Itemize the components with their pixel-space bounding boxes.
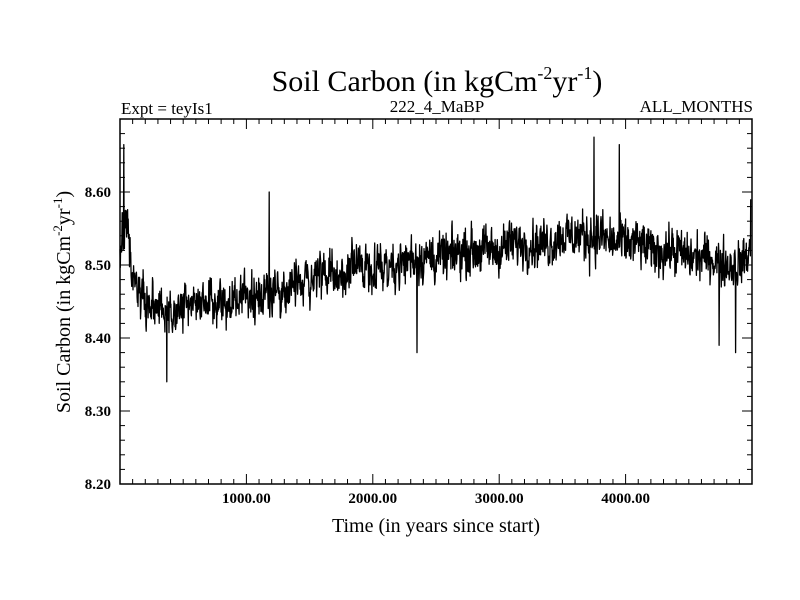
x-axis-ticks	[132, 119, 740, 484]
x-tick-label-1000: 1000.00	[222, 491, 271, 507]
series-line-soil-carbon	[119, 136, 752, 383]
y-tick-label-8.50: 8.50	[85, 258, 111, 274]
y-tick-label-8.40: 8.40	[85, 331, 111, 347]
y-tick-label-8.20: 8.20	[85, 477, 111, 493]
subtitle-experiment: Expt = teyIs1	[121, 99, 213, 118]
x-axis-label: Time (in years since start)	[332, 515, 540, 537]
subtitle-months: ALL_MONTHS	[640, 97, 753, 116]
subtitle-period: 222_4_MaBP	[390, 97, 484, 116]
y-tick-label-8.60: 8.60	[85, 185, 111, 201]
y-axis-label: Soil Carbon (in kgCm-2yr-1)	[50, 191, 75, 413]
x-tick-label-3000: 3000.00	[475, 491, 524, 507]
x-tick-label-2000: 2000.00	[348, 491, 397, 507]
y-axis-ticks	[120, 133, 752, 470]
chart-title: Soil Carbon (in kgCm-2yr-1)	[272, 63, 603, 98]
y-tick-label-8.30: 8.30	[85, 404, 111, 420]
x-tick-label-4000: 4000.00	[601, 491, 650, 507]
